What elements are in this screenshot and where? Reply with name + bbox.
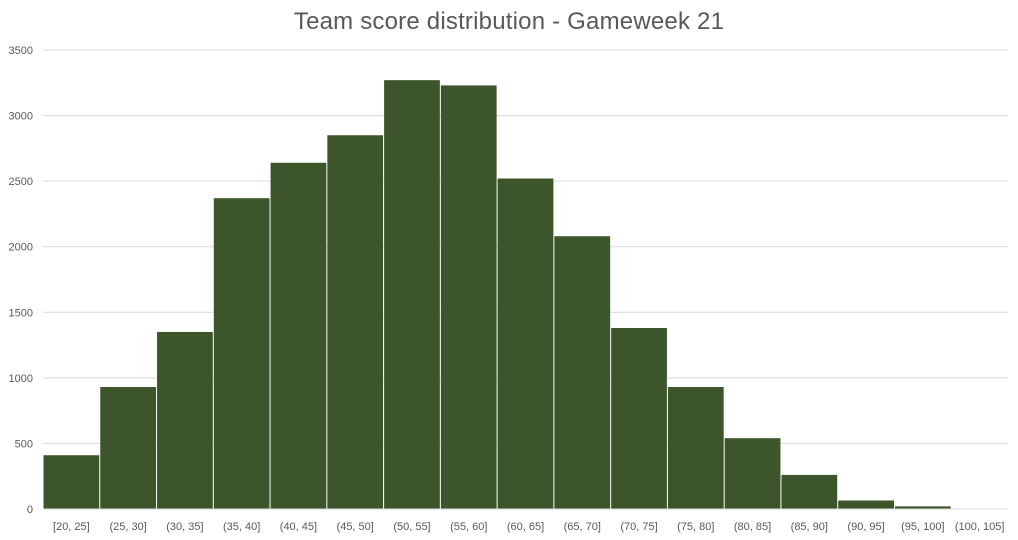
bar-2 (157, 331, 213, 509)
x-tick-label: (55, 60] (450, 521, 487, 533)
bar-0 (43, 455, 100, 509)
x-tick-label: (95, 100] (901, 521, 944, 533)
bar-11 (667, 387, 724, 509)
bar-8 (497, 178, 554, 509)
bar-1 (100, 387, 157, 509)
x-tick-label: (50, 55] (393, 521, 430, 533)
y-tick-label: 2500 (9, 176, 33, 188)
bar-10 (611, 328, 667, 509)
bar-15 (894, 506, 951, 509)
y-tick-label: 3000 (9, 111, 33, 123)
bar-5 (327, 135, 384, 509)
y-tick-label: 1000 (9, 373, 33, 385)
x-tick-label: (35, 40] (223, 521, 260, 533)
x-tick-label: (100, 105] (955, 521, 1005, 533)
x-tick-label: (70, 75] (620, 521, 657, 533)
bar-7 (440, 85, 497, 509)
x-tick-label: (25, 30] (109, 521, 146, 533)
y-tick-label: 2000 (9, 242, 33, 254)
bar-6 (384, 80, 440, 510)
chart-title: Team score distribution - Gameweek 21 (293, 8, 725, 35)
x-tick-label: (85, 90] (791, 521, 828, 533)
y-tick-label: 500 (15, 438, 33, 450)
x-tick-label: (30, 35] (166, 521, 203, 533)
x-tick-label: (65, 70] (564, 521, 601, 533)
x-tick-label: (60, 65] (507, 521, 544, 533)
bar-4 (270, 162, 327, 510)
x-tick-label: [20, 25] (53, 521, 90, 533)
bar-12 (724, 438, 781, 509)
y-tick-label: 0 (27, 504, 33, 516)
x-tick-label: (40, 45] (280, 521, 317, 533)
y-tick-label: 3500 (9, 45, 33, 57)
x-tick-label: (75, 80] (677, 521, 714, 533)
bar-14 (838, 500, 894, 509)
x-tick-label: (90, 95] (847, 521, 884, 533)
x-tick-label: (80, 85] (734, 521, 771, 533)
bar-9 (554, 236, 611, 510)
y-tick-label: 1500 (9, 307, 33, 319)
bar-3 (213, 198, 270, 510)
x-tick-label: (45, 50] (337, 521, 374, 533)
bar-13 (781, 474, 838, 509)
